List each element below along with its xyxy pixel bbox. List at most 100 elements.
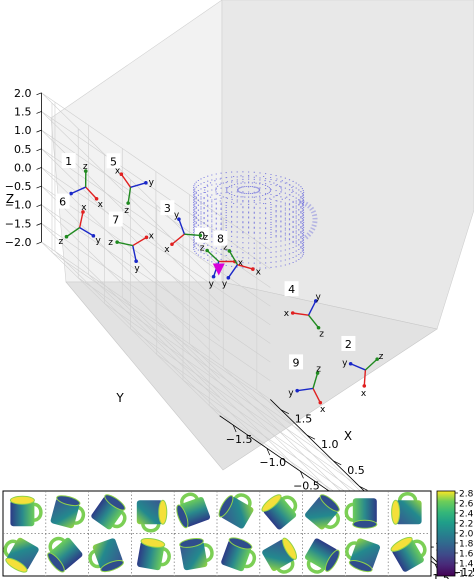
render-tile bbox=[173, 491, 211, 534]
pane-right bbox=[221, 0, 474, 330]
camera-axis-x bbox=[171, 233, 185, 245]
z-tick-label: −0.5 bbox=[5, 180, 32, 193]
z-tick bbox=[36, 167, 42, 170]
camera-axis-tip-y bbox=[69, 191, 73, 196]
mug-render bbox=[344, 498, 378, 529]
camera-axis-label-z: z bbox=[59, 237, 64, 247]
camera-axis-tip-z bbox=[126, 201, 130, 205]
render-tile bbox=[259, 533, 298, 576]
camera-axis-label-x: x bbox=[361, 389, 367, 399]
camera-axis-z bbox=[206, 249, 220, 263]
mug-handle bbox=[397, 492, 418, 502]
camera-axis-tip-z bbox=[83, 169, 88, 173]
mug-handle bbox=[73, 505, 86, 525]
camera-label: 3 bbox=[164, 202, 171, 215]
render-tile bbox=[3, 537, 39, 573]
render-tile bbox=[173, 533, 214, 576]
camera-axis-label-y: y bbox=[222, 280, 228, 290]
camera-axis-z bbox=[312, 372, 319, 389]
z-tick-label: 0.0 bbox=[14, 161, 32, 174]
mug-rim bbox=[104, 494, 126, 511]
camera-label: 5 bbox=[110, 155, 117, 168]
camera-axis-tip-z bbox=[227, 249, 232, 253]
render-tile bbox=[387, 533, 427, 576]
camera-label-box bbox=[61, 153, 76, 169]
mug-render bbox=[345, 538, 381, 573]
camera-axis-y bbox=[178, 218, 186, 235]
camera-axis-x bbox=[132, 236, 147, 247]
camera-axis-tip-x bbox=[119, 172, 124, 176]
mug-handle bbox=[159, 547, 171, 567]
camera-3: x y z 3 bbox=[160, 200, 208, 255]
mug-render bbox=[9, 495, 43, 527]
mug-handle bbox=[233, 493, 252, 508]
camera-axis-tip-y bbox=[134, 259, 138, 264]
x-tick bbox=[232, 424, 237, 433]
camera-axis-y bbox=[297, 387, 314, 392]
camera-axis-tip-z bbox=[115, 240, 119, 244]
camera-axis-tip-y bbox=[348, 361, 353, 366]
mug-rim bbox=[179, 537, 204, 548]
camera-label-box bbox=[213, 230, 228, 246]
mug-rim bbox=[218, 495, 234, 518]
z-tick-label: 1.0 bbox=[14, 124, 32, 137]
mug-rim bbox=[5, 557, 28, 573]
y-tick-label: −1.5 bbox=[452, 566, 474, 579]
camera-axis-tip-x bbox=[81, 210, 85, 214]
z-tick-label: −2.0 bbox=[5, 236, 32, 249]
render-tile bbox=[345, 533, 381, 576]
mug-rim bbox=[390, 536, 413, 552]
mug-handle bbox=[33, 502, 43, 522]
camera-label: 9 bbox=[293, 356, 300, 369]
render-tile bbox=[45, 533, 83, 576]
y-tick bbox=[280, 409, 289, 414]
camera-axis-tip-z bbox=[375, 357, 379, 361]
camera-axis-label-z: z bbox=[223, 243, 228, 253]
render-tile bbox=[88, 533, 124, 576]
camera-axis-y bbox=[130, 182, 147, 188]
mug-body bbox=[136, 500, 163, 525]
colorbar-tick-label: 1.6 bbox=[459, 550, 474, 560]
camera-axis-tip-y bbox=[226, 276, 231, 280]
z-tick bbox=[36, 204, 42, 208]
mug-rim bbox=[319, 494, 340, 512]
camera-2: x y z 2 bbox=[341, 335, 384, 399]
camera-axis-z bbox=[184, 233, 201, 237]
point-cloud-handle bbox=[298, 199, 318, 240]
pane-floor bbox=[65, 281, 438, 471]
render-tile bbox=[131, 491, 168, 534]
mug-handle bbox=[48, 536, 66, 553]
x-tick bbox=[266, 448, 271, 456]
mug-render bbox=[88, 538, 124, 573]
camera-poses: xyz0xyz1xyz2xyz3xyz4xyz5xyz6xyz7xyz8xyz9 bbox=[55, 153, 384, 415]
render-tile bbox=[259, 491, 298, 534]
camera-axis-x bbox=[78, 211, 84, 228]
y-tick bbox=[359, 485, 368, 491]
colorbar-tick-label: 2.8 bbox=[459, 490, 474, 500]
z-tick bbox=[36, 185, 42, 189]
mug-rim bbox=[56, 495, 81, 507]
camera-axis-tip-z bbox=[315, 371, 320, 375]
mug-handle bbox=[141, 522, 161, 533]
camera-axis-z bbox=[66, 227, 81, 238]
mug-handle bbox=[88, 549, 101, 569]
mug-rim bbox=[391, 499, 401, 525]
mug-body bbox=[352, 498, 377, 525]
camera-label: 8 bbox=[217, 233, 224, 246]
y-tick-label: 1.0 bbox=[321, 438, 339, 451]
camera-axis-label-x: x bbox=[238, 258, 244, 268]
camera-axis-x bbox=[237, 264, 254, 270]
camera-axis-x bbox=[292, 312, 309, 316]
camera-axis-label-x: x bbox=[164, 245, 170, 255]
render-tile bbox=[88, 491, 127, 534]
mug-render bbox=[304, 538, 340, 574]
mug-handle bbox=[202, 543, 214, 563]
render-tile bbox=[131, 533, 171, 576]
mug-render bbox=[391, 492, 422, 525]
camera-axis-label-y: y bbox=[134, 264, 140, 274]
mug-body bbox=[137, 541, 165, 571]
mug-render bbox=[47, 536, 83, 573]
camera-axis-y bbox=[79, 227, 94, 237]
camera-axis-y bbox=[227, 264, 239, 279]
